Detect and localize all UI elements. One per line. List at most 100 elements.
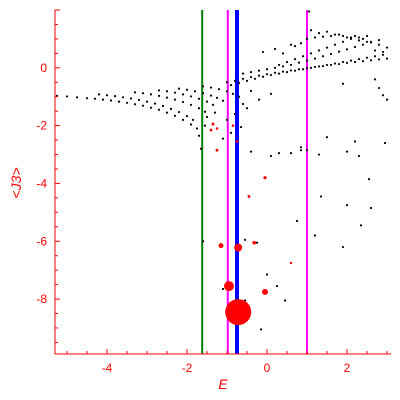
black-data-point — [317, 32, 321, 35]
black-data-point — [361, 37, 365, 41]
black-data-point — [243, 238, 247, 241]
black-data-point — [197, 107, 201, 110]
black-data-point — [349, 59, 353, 62]
black-data-point — [233, 79, 237, 82]
black-data-point — [117, 100, 121, 103]
black-data-point — [325, 30, 329, 33]
black-data-point — [241, 72, 245, 75]
black-data-point — [189, 103, 193, 106]
y-tick-label: 0 — [40, 61, 47, 75]
black-data-point — [213, 111, 217, 114]
black-data-point — [173, 91, 177, 94]
black-data-point — [193, 90, 197, 93]
black-data-point — [221, 287, 225, 291]
black-data-point — [341, 245, 345, 249]
black-data-point — [341, 34, 345, 38]
black-data-point — [229, 84, 233, 87]
black-data-point — [313, 65, 317, 69]
black-data-point — [353, 45, 357, 49]
black-data-point — [353, 140, 357, 143]
black-data-point — [325, 136, 329, 139]
black-data-point — [203, 124, 207, 127]
black-data-point — [385, 57, 389, 60]
black-data-point — [245, 107, 249, 110]
black-data-point — [133, 103, 137, 106]
black-data-point — [309, 66, 313, 69]
red-data-point — [225, 299, 252, 326]
black-data-point — [141, 92, 145, 95]
black-data-point — [377, 38, 381, 42]
black-data-point — [197, 134, 201, 137]
black-data-point — [201, 240, 205, 243]
black-data-point — [289, 151, 293, 155]
black-data-point — [329, 63, 333, 67]
black-data-point — [129, 97, 133, 100]
black-data-point — [261, 50, 265, 54]
black-data-point — [337, 33, 341, 36]
black-data-point — [149, 93, 153, 96]
y-tick-label: -4 — [36, 176, 47, 190]
y-tick-label: -8 — [36, 292, 47, 306]
black-data-point — [257, 74, 261, 77]
black-data-point — [295, 219, 299, 223]
black-data-point — [253, 77, 257, 80]
black-data-point — [345, 36, 349, 39]
black-data-point — [217, 88, 221, 91]
x-tick-label: -2 — [182, 361, 193, 375]
black-data-point — [365, 56, 369, 59]
black-data-point — [189, 95, 193, 98]
black-data-point — [321, 35, 325, 38]
black-data-point — [385, 98, 389, 101]
black-data-point — [381, 53, 385, 56]
black-data-point — [201, 92, 205, 95]
black-data-point — [257, 98, 261, 101]
black-data-point — [181, 93, 185, 96]
black-data-point — [293, 69, 297, 72]
black-data-point — [329, 52, 333, 56]
black-data-point — [277, 151, 281, 155]
black-data-point — [231, 92, 235, 95]
black-data-point — [345, 150, 349, 153]
black-data-point — [377, 58, 381, 61]
black-data-point — [189, 123, 193, 126]
black-data-point — [269, 92, 273, 95]
black-data-point — [317, 49, 321, 52]
black-data-point — [305, 149, 309, 152]
black-data-point — [373, 55, 377, 58]
black-data-point — [299, 42, 303, 45]
black-data-point — [329, 34, 333, 38]
black-data-point — [221, 99, 225, 102]
black-data-point — [169, 107, 173, 110]
black-data-point — [307, 10, 311, 13]
black-data-point — [269, 73, 273, 77]
black-data-point — [333, 33, 337, 36]
black-data-point — [333, 62, 337, 65]
red-data-point — [234, 243, 243, 252]
black-data-point — [305, 67, 309, 70]
black-data-point — [385, 46, 389, 49]
axes: -4 -2 0 2 0 -2 -4 -6 -8 — [36, 9, 391, 375]
black-data-point — [177, 87, 181, 90]
black-data-point — [249, 89, 253, 93]
black-data-point — [255, 241, 259, 244]
black-data-point — [121, 96, 125, 99]
black-data-point — [209, 94, 213, 97]
black-data-point — [165, 96, 169, 99]
black-data-point — [161, 104, 165, 108]
black-data-point — [205, 115, 209, 119]
black-data-point — [211, 103, 215, 106]
black-data-point — [133, 91, 137, 94]
black-data-point — [305, 59, 309, 62]
red-data-point — [231, 124, 235, 127]
black-data-point — [325, 46, 329, 49]
black-data-point — [233, 112, 237, 116]
black-data-point — [165, 90, 169, 93]
black-data-point — [283, 299, 287, 302]
black-data-point — [85, 97, 89, 100]
red-data-point — [224, 281, 234, 292]
black-data-point — [265, 73, 269, 76]
x-axis-label: E — [218, 376, 228, 392]
black-data-point — [297, 68, 301, 71]
y-axis-label: <J3> — [8, 167, 24, 198]
black-data-point — [357, 36, 361, 39]
